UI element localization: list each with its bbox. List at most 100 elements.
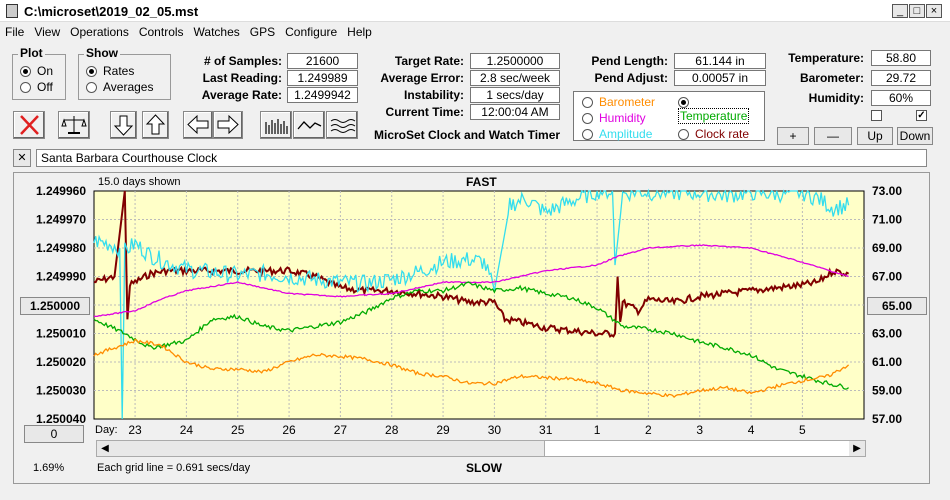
target-rate-label: Target Rate: (394, 54, 464, 68)
scroll-right-icon[interactable]: ▶ (853, 443, 861, 454)
menu-view[interactable]: View (34, 25, 61, 39)
pend-length-label: Pend Length: (591, 54, 668, 68)
x-tick: 29 (436, 423, 450, 437)
menu-controls[interactable]: Controls (138, 25, 184, 39)
average-error-field: 2.8 sec/week (470, 70, 560, 86)
balance-button[interactable] (58, 111, 90, 139)
y-left-tick: 1.249970 (36, 213, 86, 227)
up-arrow-icon (145, 114, 166, 135)
humidity-field: 60% (871, 90, 931, 106)
time-scrollbar[interactable]: ◀ ▶ (96, 440, 866, 457)
rate-center-button[interactable]: 1.250000 (20, 297, 90, 315)
y-left-tick: 1.249980 (36, 241, 86, 255)
menu-help[interactable]: Help (347, 25, 372, 39)
barometer-field: 29.72 (871, 70, 931, 86)
down-button[interactable]: Down (897, 127, 933, 145)
red-x-icon (20, 115, 39, 135)
y-left-tick: 1.250010 (36, 327, 86, 341)
plot-on-radio[interactable]: On (20, 64, 53, 78)
plus-button[interactable]: + (777, 127, 809, 145)
title-bar: C:\microset\2019_02_05.mst _ □ × (0, 0, 950, 22)
x-tick: 5 (799, 423, 806, 437)
last-reading-label: Last Reading: (202, 71, 282, 85)
app-subtitle: MicroSet Clock and Watch Timer (374, 128, 561, 142)
clockrate-radio[interactable]: Clock rate (678, 127, 749, 141)
temperature-radio[interactable]: Temperature (678, 95, 764, 124)
show-group-title: Show (84, 46, 120, 60)
menu-gps[interactable]: GPS (249, 25, 276, 39)
show-averages-radio[interactable]: Averages (86, 80, 153, 94)
menu-configure[interactable]: Configure (285, 25, 338, 39)
scroll-left-icon[interactable]: ◀ (101, 443, 109, 454)
clear-clock-button[interactable]: ✕ (13, 149, 31, 167)
close-icon[interactable]: × (926, 4, 942, 18)
left-arrow-icon (187, 114, 209, 135)
x-tick: 1 (594, 423, 601, 437)
x-tick: 24 (180, 423, 194, 437)
left-arrow-button[interactable] (183, 111, 213, 139)
menu-file[interactable]: File (5, 25, 25, 39)
pend-adjust-field: 0.00057 in (674, 70, 766, 86)
plot-group-title: Plot (18, 46, 45, 60)
line-button[interactable] (293, 111, 325, 139)
temperature-label: Temperature: (788, 51, 864, 65)
down-arrow-button[interactable] (110, 111, 137, 139)
right-arrow-icon (217, 114, 239, 135)
y-left-tick: 1.249990 (36, 270, 86, 284)
samples-field: 21600 (287, 53, 358, 69)
rate-chart: 1.249960 1.249970 1.249980 1.249990 1.250010… (36, 184, 902, 437)
checkbox-right[interactable]: ✓ (916, 110, 927, 121)
temperature-field: 58.80 (871, 50, 931, 66)
minimize-icon[interactable]: _ (892, 4, 908, 18)
zero-button[interactable]: 0 (24, 425, 84, 443)
last-reading-field: 1.249989 (287, 70, 358, 86)
grid-note: Each grid line = 0.691 secs/day (97, 462, 251, 474)
y-left-tick: 1.249960 (36, 184, 86, 198)
target-rate-field: 1.2500000 (470, 53, 560, 69)
menu-watches[interactable]: Watches (193, 25, 240, 39)
plot-off-radio[interactable]: Off (20, 80, 53, 94)
sensor-center-button[interactable]: 65.00 (867, 297, 927, 315)
samples-label: # of Samples: (203, 54, 282, 68)
barometer-radio[interactable]: Barometer (582, 95, 655, 109)
stop-button[interactable] (13, 111, 45, 139)
fast-label: FAST (466, 175, 497, 189)
slow-label: SLOW (466, 461, 502, 475)
y-left-tick: 1.250020 (36, 355, 86, 369)
wave-button[interactable] (326, 111, 358, 139)
percent-label: 1.69% (33, 462, 65, 474)
y-right-tick: 69.00 (872, 241, 902, 255)
show-group (78, 54, 171, 100)
x-tick: 27 (334, 423, 348, 437)
current-time-label: Current Time: (385, 105, 464, 119)
x-tick: 3 (696, 423, 703, 437)
minus-button[interactable]: — (814, 127, 852, 145)
average-error-label: Average Error: (380, 71, 464, 85)
scale-icon (61, 116, 87, 134)
scroll-thumb[interactable] (544, 441, 849, 456)
humidity-radio[interactable]: Humidity (582, 111, 646, 125)
humidity-label: Humidity: (808, 91, 864, 105)
x-tick: 23 (128, 423, 142, 437)
series-clockrate (94, 190, 850, 338)
line-graph-icon (297, 121, 322, 130)
chart-panel: 1.249960 1.249970 1.249980 1.249990 1.250010… (13, 172, 930, 484)
show-rates-radio[interactable]: Rates (86, 64, 134, 78)
maximize-icon[interactable]: □ (909, 4, 925, 18)
wave-icon (330, 119, 356, 133)
amplitude-radio[interactable]: Amplitude (582, 127, 652, 141)
clock-name-input[interactable]: Santa Barbara Courthouse Clock (36, 149, 927, 167)
up-button[interactable]: Up (857, 127, 893, 145)
x-tick: 25 (231, 423, 245, 437)
up-arrow-button[interactable] (142, 111, 169, 139)
window-title: C:\microset\2019_02_05.mst (24, 4, 199, 19)
y-right-tick: 73.00 (872, 184, 902, 198)
menu-operations[interactable]: Operations (70, 25, 129, 39)
y-right-tick: 71.00 (872, 213, 902, 227)
pend-adjust-label: Pend Adjust: (594, 71, 668, 85)
x-tick: 31 (539, 423, 553, 437)
right-arrow-button[interactable] (213, 111, 243, 139)
bars-button[interactable] (260, 111, 292, 139)
checkbox-left[interactable] (871, 110, 882, 121)
bar-graph-icon (265, 119, 288, 134)
